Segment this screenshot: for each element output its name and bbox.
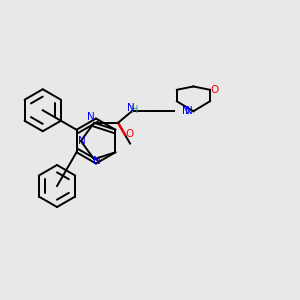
Text: N: N	[87, 112, 94, 122]
Text: N: N	[93, 156, 101, 166]
Text: O: O	[125, 130, 134, 140]
Text: N: N	[185, 106, 193, 116]
Text: N: N	[182, 106, 190, 116]
Text: O: O	[210, 85, 218, 95]
Text: N: N	[127, 103, 134, 113]
Text: N: N	[79, 136, 86, 146]
Text: H: H	[130, 105, 138, 115]
